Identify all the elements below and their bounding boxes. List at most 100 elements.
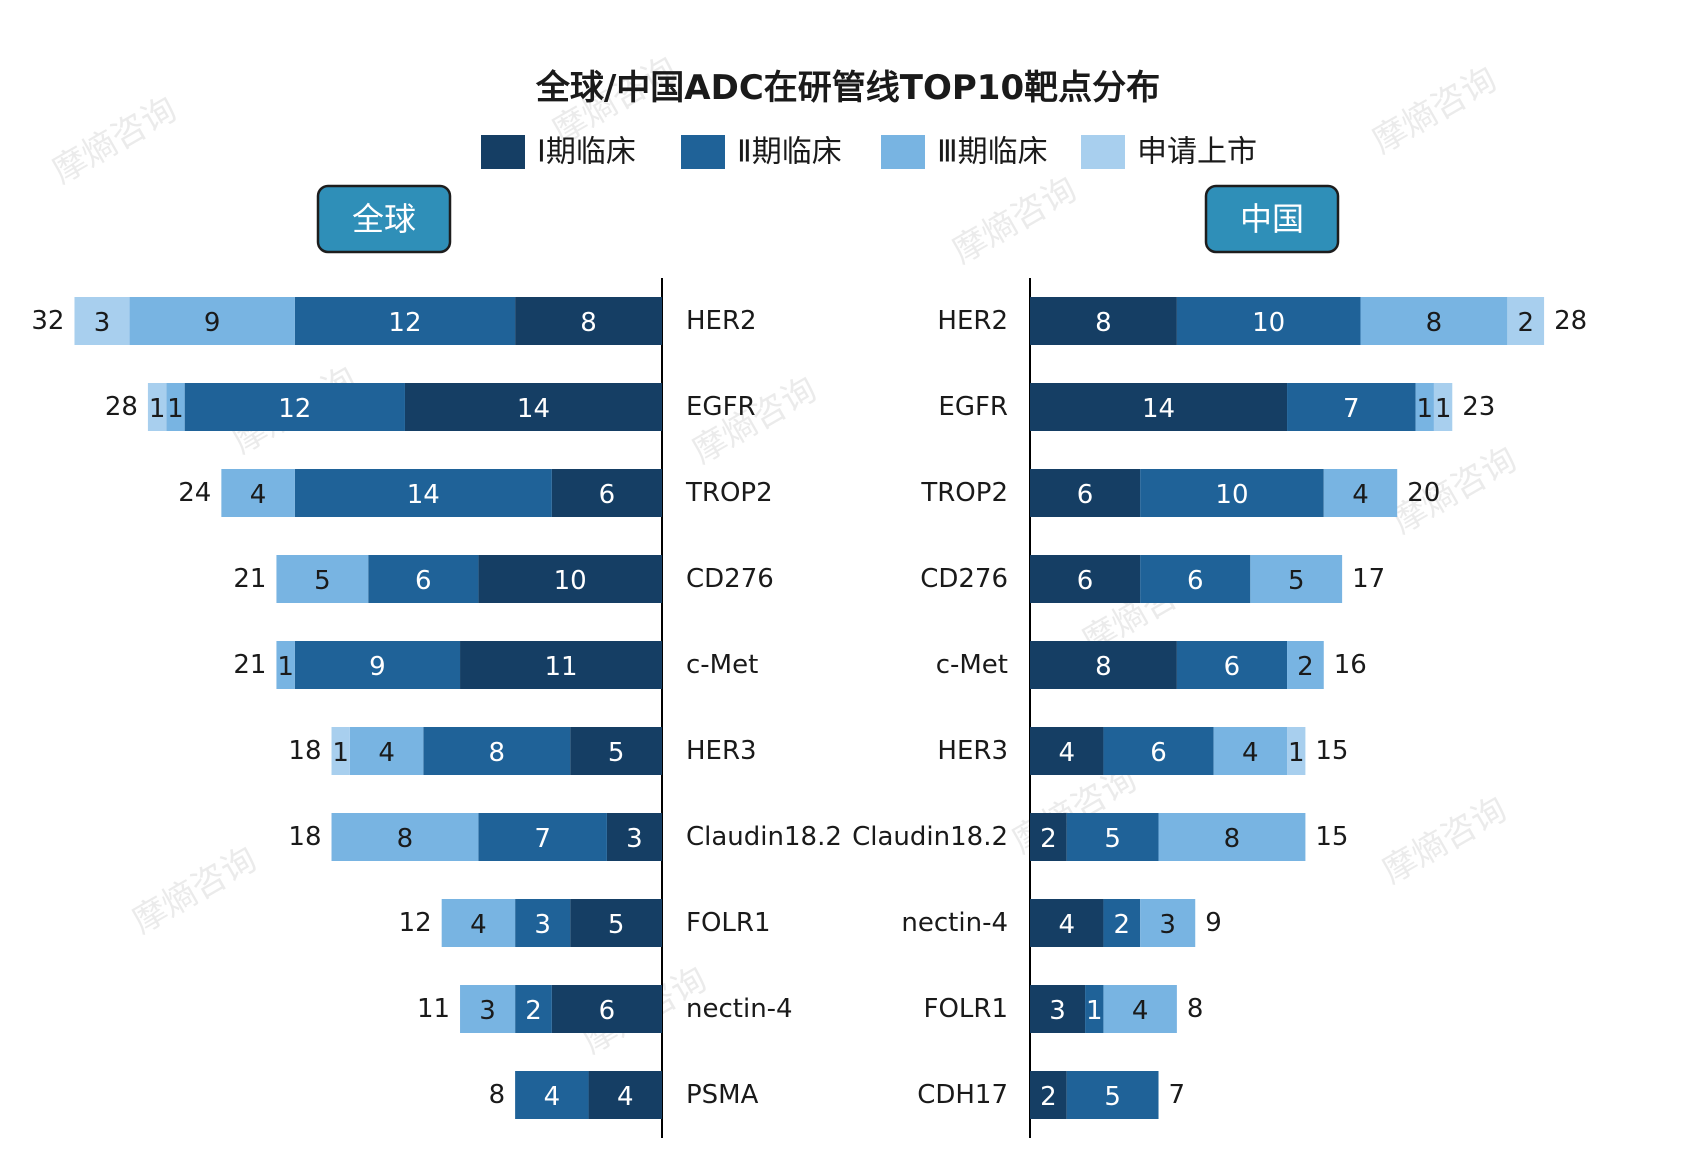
bar-全球-PSMA-phase-1: [588, 1071, 662, 1119]
bar-label-filing: 1: [149, 394, 166, 424]
bar-全球-TROP2-phase-3: [221, 469, 295, 517]
bar-label-phase-1: 8: [1095, 652, 1112, 682]
bar-label-phase-2: 6: [1224, 652, 1241, 682]
bar-label-filing: 3: [94, 308, 111, 338]
bar-全球-EGFR-phase-2: [184, 383, 405, 431]
category-label: EGFR: [686, 392, 756, 422]
category-label: TROP2: [920, 478, 1008, 508]
bar-全球-FOLR1-phase-2: [515, 899, 571, 947]
panel-label-global-box: [316, 184, 452, 254]
bar-label-phase-2: 2: [1114, 910, 1131, 940]
bar-label-phase-2: 1: [1086, 996, 1103, 1026]
total-label: 11: [417, 994, 450, 1024]
bar-中国-HER2-phase-3: [1360, 297, 1508, 345]
bar-全球-nectin-4-phase-2: [515, 985, 552, 1033]
bar-label-phase-1: 14: [1142, 394, 1175, 424]
bar-label-phase-1: 8: [580, 308, 597, 338]
bar-中国-FOLR1-phase-2: [1085, 985, 1104, 1033]
total-label: 18: [288, 736, 321, 766]
total-label: 15: [1315, 822, 1348, 852]
bar-中国-HER3-phase-3: [1213, 727, 1288, 775]
category-label: c-Met: [686, 650, 758, 680]
bar-全球-nectin-4-phase-3: [460, 985, 516, 1033]
bar-label-phase-3: 9: [204, 308, 221, 338]
bar-中国-CD276-phase-1: [1030, 555, 1141, 603]
bar-label-filing: 1: [1435, 394, 1452, 424]
bar-中国-nectin-4-phase-1: [1030, 899, 1104, 947]
bar-全球-HER2-phase-3: [129, 297, 295, 345]
bar-label-phase-1: 4: [1058, 738, 1075, 768]
bar-中国-nectin-4-phase-3: [1140, 899, 1196, 947]
category-label: CD276: [920, 564, 1008, 594]
bar-label-phase-2: 2: [525, 996, 542, 1026]
total-label: 28: [1554, 306, 1587, 336]
bar-label-phase-2: 5: [1104, 824, 1121, 854]
bar-全球-HER3-phase-2: [423, 727, 571, 775]
bar-label-phase-3: 3: [1159, 910, 1176, 940]
total-label: 21: [233, 564, 266, 594]
bar-中国-EGFR-phase-2: [1287, 383, 1416, 431]
category-label: FOLR1: [686, 908, 771, 938]
bar-全球-c-Met-phase-1: [460, 641, 662, 689]
bar-中国-HER2-filing: [1507, 297, 1545, 345]
category-label: nectin-4: [901, 908, 1008, 938]
category-label: CDH17: [917, 1080, 1008, 1110]
chart-title: 全球/中国ADC在研管线TOP10靶点分布: [535, 68, 1160, 108]
bar-label-phase-1: 8: [1095, 308, 1112, 338]
bar-label-phase-1: 2: [1040, 1082, 1057, 1112]
bar-label-phase-3: 4: [1242, 738, 1259, 768]
bar-label-phase-3: 2: [1297, 652, 1314, 682]
total-label: 32: [31, 306, 64, 336]
legend-swatch-phase-3: [881, 135, 925, 169]
legend-label-phase-3: Ⅲ期临床: [937, 135, 1048, 170]
legend-swatch-phase-2: [681, 135, 725, 169]
bar-label-phase-1: 4: [617, 1082, 634, 1112]
total-label: 28: [105, 392, 138, 422]
total-label: 20: [1407, 478, 1440, 508]
bar-label-phase-2: 7: [1343, 394, 1360, 424]
bar-label-phase-1: 6: [1077, 480, 1094, 510]
bar-label-phase-1: 14: [517, 394, 550, 424]
bar-中国-EGFR-phase-3: [1415, 383, 1434, 431]
legend-swatch-phase-1: [481, 135, 525, 169]
bar-label-filing: 2: [1517, 308, 1534, 338]
total-label: 16: [1334, 650, 1367, 680]
total-label: 7: [1169, 1080, 1186, 1110]
bar-全球-HER2-filing: [74, 297, 130, 345]
total-label: 12: [399, 908, 432, 938]
bar-中国-CDH17-phase-2: [1066, 1071, 1159, 1119]
bar-中国-CDH17-phase-1: [1030, 1071, 1067, 1119]
total-label: 15: [1315, 736, 1348, 766]
bar-中国-TROP2-phase-2: [1140, 469, 1324, 517]
bar-全球-EGFR-phase-1: [404, 383, 662, 431]
bar-全球-CD276-phase-1: [478, 555, 662, 603]
bar-全球-Claudin18.2-phase-2: [478, 813, 607, 861]
bar-全球-c-Met-phase-2: [294, 641, 461, 689]
bar-中国-CD276-phase-3: [1250, 555, 1343, 603]
bar-label-phase-3: 4: [378, 738, 395, 768]
bar-中国-EGFR-phase-1: [1030, 383, 1288, 431]
bar-中国-c-Met-phase-3: [1287, 641, 1324, 689]
total-label: 18: [288, 822, 321, 852]
bar-label-phase-2: 6: [1187, 566, 1204, 596]
bar-中国-EGFR-filing: [1433, 383, 1453, 431]
legend-swatch-filing: [1081, 135, 1125, 169]
bar-label-phase-2: 8: [488, 738, 505, 768]
category-label: FOLR1: [923, 994, 1008, 1024]
bar-label-phase-2: 7: [534, 824, 551, 854]
bar-全球-TROP2-phase-1: [551, 469, 662, 517]
category-label: PSMA: [686, 1080, 759, 1110]
bar-中国-nectin-4-phase-2: [1103, 899, 1141, 947]
panel-label-china: 中国: [1240, 200, 1304, 238]
bar-label-phase-3: 3: [479, 996, 496, 1026]
bar-全球-TROP2-phase-2: [294, 469, 552, 517]
category-label: HER2: [686, 306, 757, 336]
bar-label-phase-1: 6: [1077, 566, 1094, 596]
bar-label-phase-2: 12: [278, 394, 311, 424]
category-label: nectin-4: [686, 994, 793, 1024]
bar-label-phase-1: 2: [1040, 824, 1057, 854]
watermark-text: 摩熵咨询: [126, 839, 264, 942]
bar-label-phase-1: 11: [544, 652, 577, 682]
watermark-text: 摩熵咨询: [1376, 789, 1514, 892]
bar-label-phase-3: 1: [1416, 394, 1433, 424]
